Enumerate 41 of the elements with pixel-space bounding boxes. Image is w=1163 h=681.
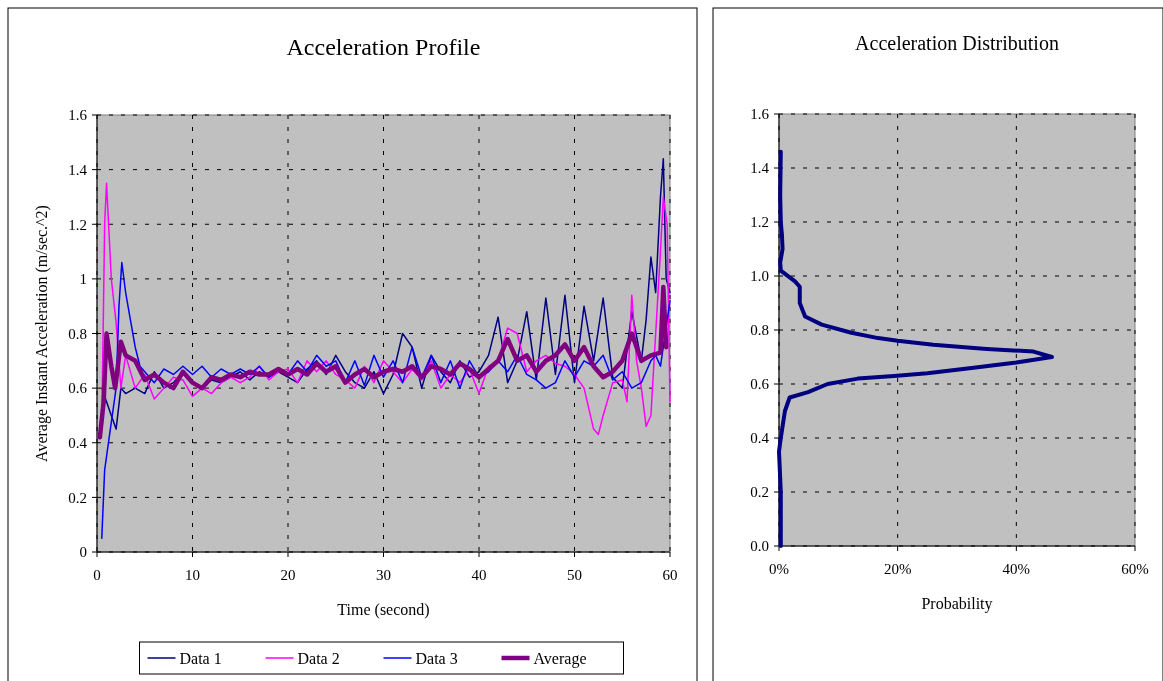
x-tick-label: 10 bbox=[185, 567, 200, 583]
y-tick-label: 0.4 bbox=[750, 430, 770, 447]
y-tick-label: 0.4 bbox=[68, 435, 88, 451]
y-tick-label: 0.8 bbox=[68, 325, 87, 342]
x-tick-label: 0% bbox=[769, 561, 789, 577]
legend-label: Data 1 bbox=[179, 649, 222, 667]
y-tick-label: 1.4 bbox=[750, 160, 770, 177]
chart-title: Acceleration Profile bbox=[286, 34, 481, 60]
x-tick-label: 60 bbox=[662, 567, 678, 583]
x-tick-label: 50 bbox=[567, 567, 582, 583]
x-tick-label: 20 bbox=[280, 567, 296, 583]
y-tick-label: 0.6 bbox=[750, 376, 770, 393]
x-tick-label: 30 bbox=[376, 567, 391, 583]
y-tick-label: 0.2 bbox=[750, 484, 769, 501]
x-tick-label: 40% bbox=[1002, 561, 1031, 577]
legend-label: Average bbox=[533, 649, 587, 668]
chart-title: Acceleration Distribution bbox=[855, 32, 1059, 54]
y-tick-label: 0.2 bbox=[68, 489, 87, 506]
y-tick-label: 1.6 bbox=[750, 106, 770, 123]
legend-label: Data 3 bbox=[415, 649, 458, 667]
y-tick-label: 1 bbox=[79, 271, 87, 288]
line-series bbox=[777, 149, 1054, 548]
y-tick-label: 0 bbox=[79, 544, 87, 561]
line-series bbox=[101, 261, 671, 540]
x-tick-label: 0 bbox=[93, 567, 101, 583]
x-tick-label: 60% bbox=[1121, 561, 1149, 577]
y-tick-label: 1.0 bbox=[750, 268, 769, 285]
legend-label: Data 2 bbox=[297, 649, 340, 667]
y-tick-label: 0.0 bbox=[750, 538, 769, 555]
y-tick-label: 0.8 bbox=[750, 322, 769, 339]
y-tick-label: 1.2 bbox=[750, 214, 769, 231]
x-tick-label: 20% bbox=[883, 561, 912, 577]
line-series bbox=[97, 284, 669, 440]
x-axis-title: Time (second) bbox=[337, 601, 430, 619]
x-axis-title: Probability bbox=[921, 595, 993, 613]
y-tick-label: 0.6 bbox=[68, 380, 88, 397]
y-tick-label: 1.2 bbox=[68, 216, 87, 233]
y-tick-label: 1.6 bbox=[68, 107, 88, 124]
x-tick-label: 40 bbox=[471, 567, 487, 583]
y-tick-label: 1.4 bbox=[68, 161, 88, 178]
y-axis-title: Average Instant Acceleration (m/sec.^2) bbox=[33, 205, 51, 462]
